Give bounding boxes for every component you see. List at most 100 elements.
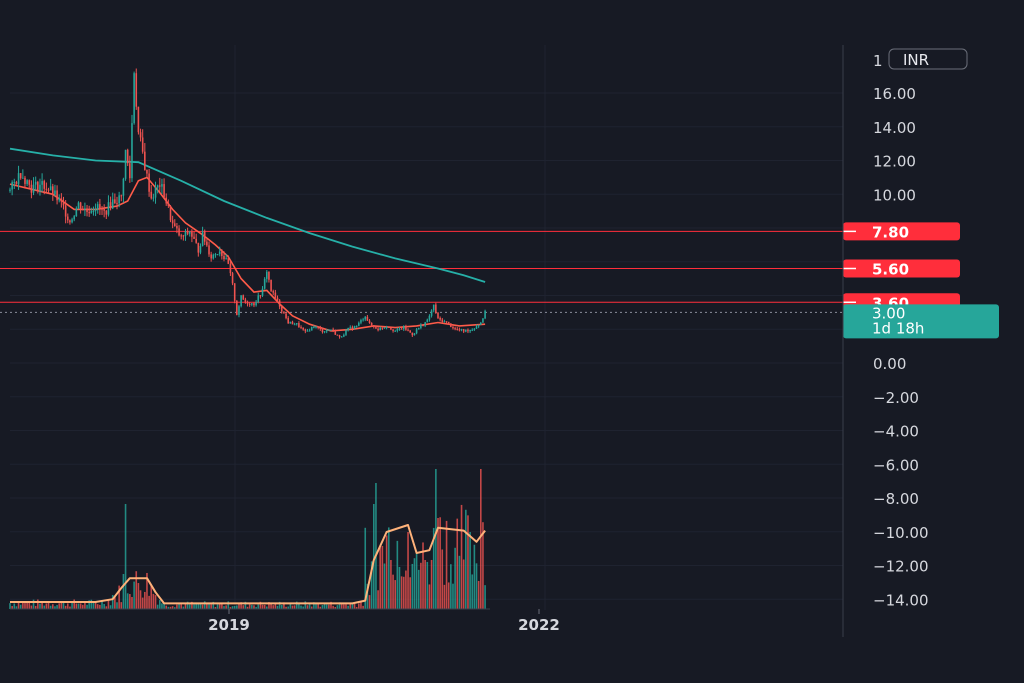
candle-body [268,271,270,280]
volume-bar [34,605,37,609]
volume-bar [362,605,364,609]
candle-body [302,327,304,330]
candle-body [289,321,292,324]
level-price-tag[interactable] [843,259,960,278]
candle-body [114,199,116,204]
candle-body [122,178,125,196]
volume-bar [146,572,148,609]
candle-body [11,182,13,190]
candle-body [447,321,450,324]
candle-body [24,177,26,184]
volume-bar [17,602,20,609]
candle-body [332,329,334,331]
candle-body [210,254,212,259]
candle-body [276,297,279,301]
y-tick-label: 12.00 [873,153,916,171]
volume-bar [120,602,123,609]
volume-bar [317,603,319,609]
candle-body [214,254,217,256]
volume-bar [400,576,403,609]
candle-body [338,335,341,337]
candle-body [259,295,262,297]
candle-body [94,209,97,212]
volume-bar [54,606,56,609]
volume-bar [460,504,463,609]
volume-bar [139,590,142,609]
volume-bar [180,604,182,609]
volume-bar [152,593,155,609]
volume-bar [381,546,384,609]
volume-bar [270,604,272,609]
volume-bar [364,527,367,609]
level-price-tag[interactable] [843,222,960,241]
candle-body [407,329,409,331]
volume-bar [90,599,93,609]
volume-bar [467,515,469,609]
candle-body [477,324,480,327]
volume-bar [156,604,159,609]
candle-body [415,329,418,334]
candle-body [435,304,437,313]
candle-body [124,149,127,179]
volume-bar [379,547,382,609]
volume-bar [221,603,223,609]
candle-body [144,151,146,170]
candle-body [81,209,84,211]
candle-body [364,316,367,320]
candle-body [152,197,155,199]
volume-bar [73,599,75,609]
candle-body [484,310,486,319]
volume-bar [118,585,120,609]
candle-body [261,288,264,296]
candle-body [221,251,223,256]
candle-body [392,329,394,331]
last-price-label: 3.00 [872,304,905,322]
volume-bar [477,580,480,609]
volume-bar [13,603,16,609]
last-price-tag[interactable] [843,304,999,339]
volume-bar [52,604,54,609]
volume-bar [242,605,245,609]
volume-bar [300,605,302,609]
candle-body [186,231,189,234]
candle-body [201,231,204,246]
candle-body [161,184,163,187]
volume-bar [101,600,103,609]
candle-body [28,180,31,185]
volume-bar [278,601,281,609]
candle-body [133,73,135,124]
volume-bar [137,583,140,609]
candle-body [283,311,285,314]
candle-body [101,208,103,210]
volume-bar [88,600,90,609]
volume-bar [227,601,230,609]
candle-body [480,322,482,325]
volume-bar [169,606,172,609]
candle-body [62,201,65,206]
candle-body [458,329,461,331]
volume-bar [334,607,337,609]
candle-body [413,333,416,336]
volume-bar [338,602,341,609]
volume-bar [351,603,354,609]
volume-bar [330,601,332,609]
volume-bar [458,555,461,609]
candle-body [437,312,439,319]
candle-body [227,258,230,264]
volume-bar [141,597,144,609]
countdown-label: 1d 18h [872,319,924,337]
candle-body [22,177,24,179]
y-tick-label: 16.00 [873,85,916,103]
candles [9,68,486,339]
currency-badge[interactable] [888,48,968,70]
candle-body [107,202,110,215]
candle-body [105,210,108,215]
candle-body [203,231,206,242]
candle-body [137,106,140,133]
candle-body [469,329,471,332]
volume-bar [94,602,97,609]
